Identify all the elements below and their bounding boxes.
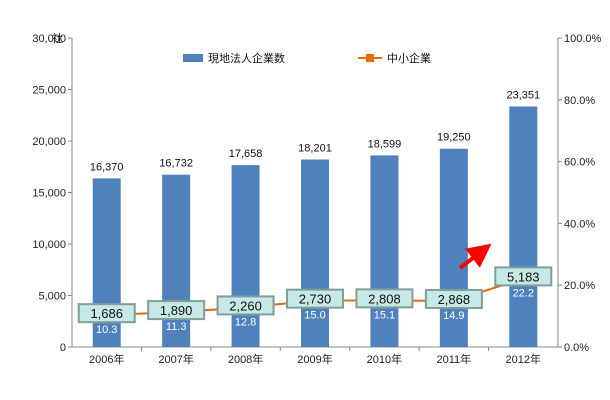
line-value-label: 11.3: [166, 321, 187, 333]
bar-value-label: 17,658: [229, 148, 263, 160]
right-axis-tick-label: 80.0%: [564, 95, 595, 107]
right-axis-tick-label: 20.0%: [564, 280, 595, 292]
legend-bar-label: 現地法人企業数: [208, 51, 285, 65]
count-box-label: 1,686: [90, 306, 123, 321]
count-box-label: 2,808: [368, 291, 401, 306]
annotation-arrow: [458, 243, 492, 270]
x-axis-tick-label: 2008年: [228, 352, 263, 366]
left-axis-tick-label: 20,000: [32, 136, 66, 148]
left-axis-unit: 社: [52, 31, 63, 45]
bar: [509, 106, 538, 347]
legend-bar-swatch: [183, 54, 203, 62]
count-box: [216, 295, 275, 316]
count-box-label: 2,730: [299, 292, 332, 307]
bars: [92, 106, 538, 347]
bar: [301, 159, 329, 347]
line-value-label: 10.3: [96, 324, 117, 336]
bar: [231, 165, 260, 347]
count-box: [424, 288, 483, 309]
x-axis-tick-label: 2011年: [437, 352, 472, 366]
count-box-label: 1,890: [160, 303, 193, 318]
axes: 0 5,000 10,000 15,000 20,000 25,000 30,000 0.0%…: [32, 33, 601, 366]
line-value-label: 14.9: [443, 310, 464, 322]
bar-value-label: 18,201: [298, 143, 332, 155]
x-axis-tick-label: 2010年: [367, 352, 402, 366]
count-box-label: 2,868: [438, 292, 471, 307]
line-value-label: 22.2: [513, 287, 534, 299]
x-axis-tick-label: 2007年: [158, 352, 193, 366]
bar-value-label: 18,599: [368, 138, 402, 150]
count-box-label: 2,260: [229, 298, 262, 313]
bar-value-label: 16,370: [90, 161, 124, 173]
legend-line-label: 中小企業: [387, 51, 431, 65]
left-axis-tick-label: 30,000: [32, 33, 66, 45]
count-box: [494, 266, 553, 287]
bar-value-label: 19,250: [437, 132, 471, 144]
x-axis-tick-label: 2012年: [506, 352, 541, 366]
bar-value-label: 16,732: [159, 158, 193, 170]
left-axis-tick-label: 25,000: [32, 85, 66, 97]
left-axis-tick-label: 0: [60, 342, 66, 354]
count-box: [355, 288, 414, 309]
legend: 現地法人企業数 中小企業: [183, 51, 431, 65]
right-axis-tick-label: 100.0%: [564, 33, 602, 45]
count-box: [147, 300, 206, 321]
x-axis-tick-label: 2006年: [89, 352, 124, 366]
right-axis-tick-label: 60.0%: [564, 157, 595, 169]
left-axis-tick-label: 5,000: [38, 291, 66, 303]
line-value-label: 12.8: [235, 316, 256, 328]
labels: 16,370 16,732 17,658 18,201 18,599 19,250 23,3…: [77, 89, 553, 336]
bar-value-label: 23,351: [506, 89, 540, 101]
x-axis-tick-label: 2009年: [297, 352, 332, 366]
left-axis-tick-label: 10,000: [32, 239, 66, 251]
left-axis-tick-label: 15,000: [32, 188, 66, 200]
line-value-label: 15.1: [374, 309, 395, 321]
line-value-label: 15.0: [304, 310, 325, 322]
count-box: [77, 303, 136, 324]
count-box: [286, 288, 344, 309]
right-axis-tick-label: 40.0%: [564, 218, 595, 230]
right-axis-tick-label: 0.0%: [564, 342, 589, 354]
count-box-label: 5,183: [507, 269, 540, 284]
bar: [439, 148, 468, 347]
legend-line-marker: [366, 54, 374, 62]
bar: [370, 155, 399, 347]
